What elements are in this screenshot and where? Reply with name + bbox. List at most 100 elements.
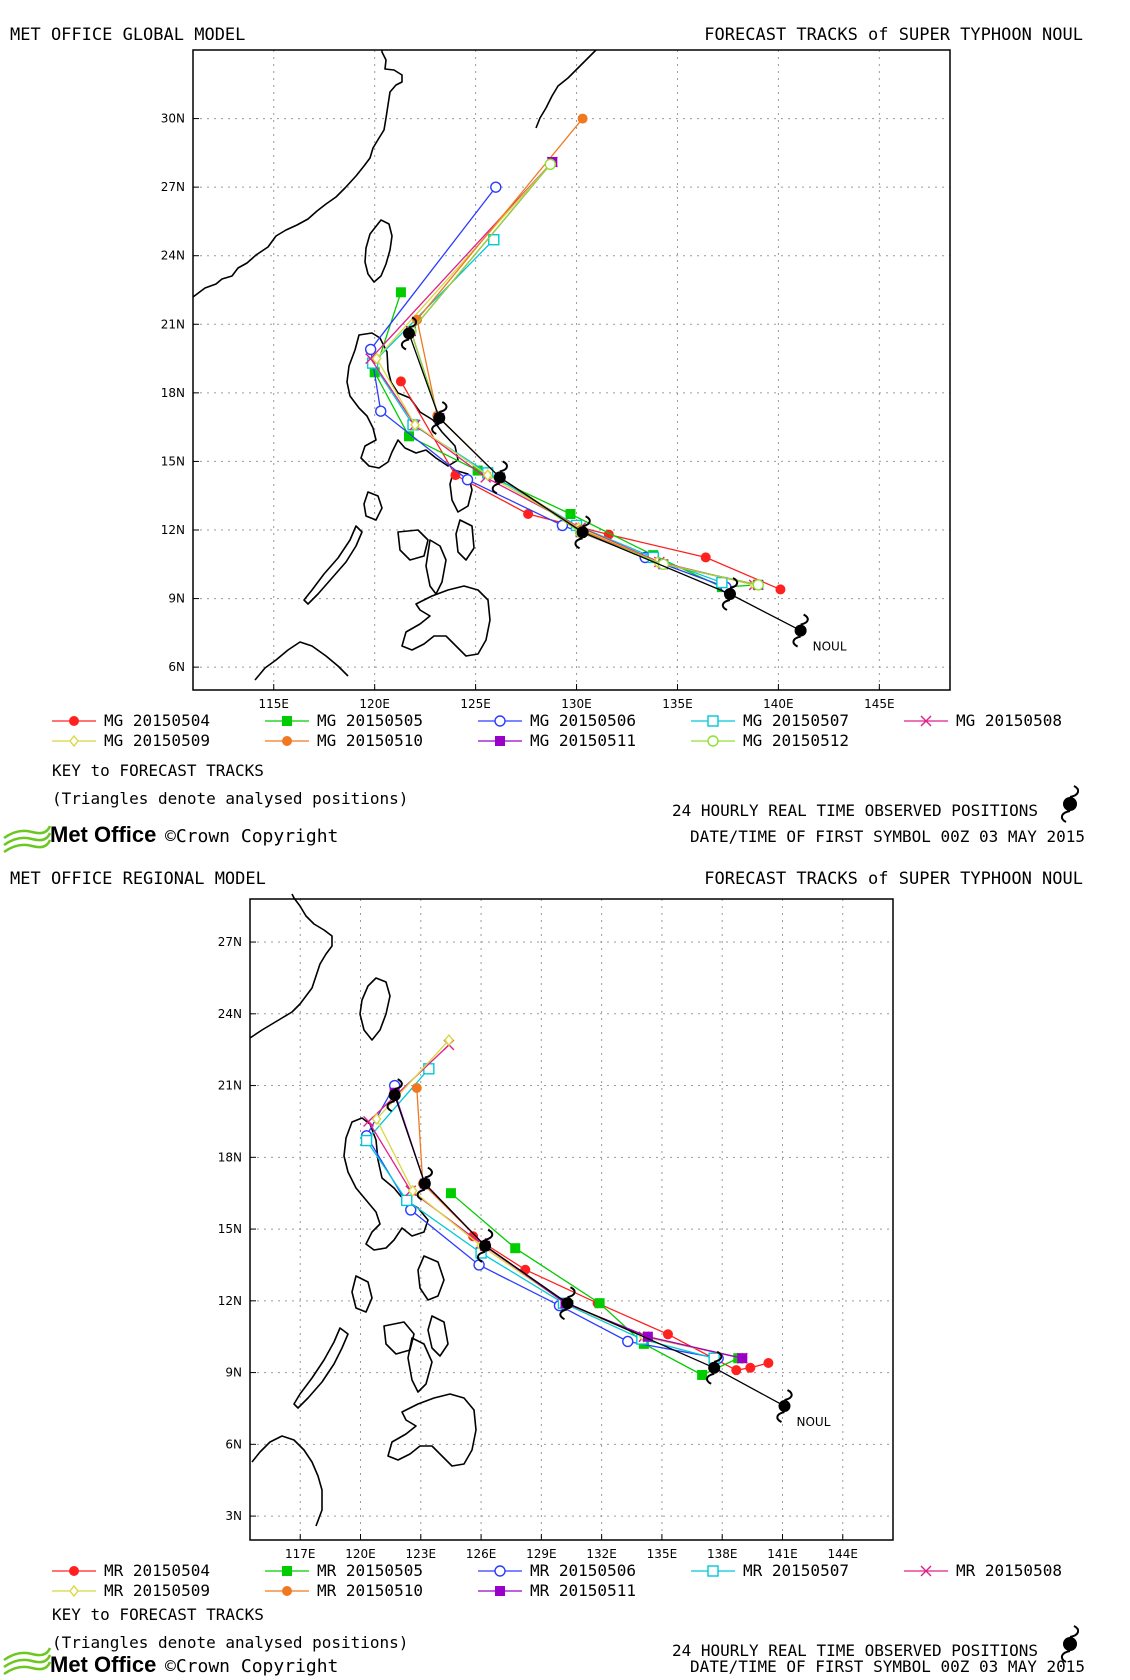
typhoon-symbol-icon <box>792 613 809 648</box>
global-met-office-wave-icon <box>3 825 52 854</box>
regional-typhoon-symbol-icon <box>1060 1625 1080 1663</box>
y-tick-label: 12N <box>161 523 185 537</box>
legend-marker <box>282 1586 292 1596</box>
observed-track-line <box>394 1094 785 1407</box>
series-mg-20150506-line <box>369 186 727 588</box>
global-key-title: KEY to FORECAST TRACKS <box>52 761 264 780</box>
legend-marker <box>707 1565 719 1577</box>
coast-taiwan <box>364 219 393 283</box>
y-tick-label: 3N <box>225 1509 242 1523</box>
y-tick-label: 30N <box>161 112 185 126</box>
legend-item: MG 20150510 <box>265 731 423 750</box>
global-key-note: (Triangles denote analysed positions) <box>52 789 408 808</box>
legend-marker <box>920 715 932 727</box>
x-tick-label: 129E <box>526 1547 557 1561</box>
legend-label: MR 20150504 <box>104 1561 210 1580</box>
series-mr-20150505 <box>445 1188 744 1380</box>
series-mg-20150510-line <box>416 118 759 586</box>
regional-grid <box>250 899 893 1540</box>
series-mr-20150509-marker <box>371 1112 382 1126</box>
legend-label: MG 20150512 <box>743 731 849 750</box>
x-tick-label: 140E <box>763 697 794 711</box>
legend-label: MG 20150507 <box>743 711 849 730</box>
global-copyright: ©Crown Copyright <box>165 826 338 847</box>
coast-mindanao <box>401 585 491 657</box>
regional-legend: MR 20150504 MR 20150505 MR 20150506 MR 2015… <box>52 1561 1062 1600</box>
typhoon-symbol-icon <box>776 1389 793 1423</box>
global-axes: 115E 120E 125E 130E 135E 140E 145E 6N 9N 12N 15N 18… <box>161 49 951 711</box>
regional-key-title: KEY to FORECAST TRACKS <box>52 1605 264 1624</box>
regional-panel: MET OFFICE REGIONAL MODEL FORECAST TRACK… <box>3 869 1085 1677</box>
y-tick-label: 18N <box>161 386 185 400</box>
regional-met-office-wave-icon <box>3 1647 52 1676</box>
series-mr-20150510 <box>411 1082 748 1364</box>
x-tick-label: 135E <box>662 697 693 711</box>
typhoon-symbol-icon <box>400 316 418 351</box>
series-mg-20150510-marker <box>412 314 423 325</box>
x-tick-label: 130E <box>561 697 592 711</box>
series-mg-20150506-marker <box>364 343 377 356</box>
y-tick-label: 9N <box>225 1366 242 1380</box>
global-obs-label: 24 HOURLY REAL TIME OBSERVED POSITIONS <box>672 801 1038 820</box>
legend-marker <box>282 716 292 726</box>
series-mr-20150505-marker <box>445 1188 456 1199</box>
regional-axes: 117E 120E 123E 126E 129E 132E 135E 138E 141E 144E… <box>218 898 894 1561</box>
regional-left-title: MET OFFICE REGIONAL MODEL <box>10 869 266 889</box>
series-mg-20150509-marker <box>410 418 420 431</box>
regional-observed-track: NOUL <box>386 1078 831 1429</box>
series-mr-20150506-marker <box>473 1259 485 1271</box>
legend-label: MR 20150507 <box>743 1561 849 1580</box>
series-mg-20150504-line <box>400 381 781 591</box>
typhoon-symbol-icon <box>721 577 739 611</box>
legend-marker <box>494 1565 506 1577</box>
series-mr-20150505-marker <box>697 1369 708 1380</box>
y-tick-label: 27N <box>161 180 185 194</box>
series-mg-20150512-marker <box>544 158 557 170</box>
series-mg-20150504-marker <box>450 470 461 481</box>
typhoon-symbol-icon <box>574 515 591 550</box>
series-mg-20150505-line <box>373 292 759 588</box>
y-tick-label: 12N <box>218 1294 242 1308</box>
series-mr-20150509-marker <box>407 1184 418 1197</box>
global-forecast-tracks <box>364 113 786 595</box>
series-mr-20150504-marker <box>731 1365 742 1376</box>
plot-frame <box>249 898 894 1541</box>
regional-right-title: FORECAST TRACKS of SUPER TYPHOON NOUL <box>704 869 1083 889</box>
series-mr-20150505-marker <box>510 1243 521 1254</box>
regional-copyright: ©Crown Copyright <box>165 1656 338 1677</box>
y-tick-label: 6N <box>168 660 185 674</box>
x-tick-label: 132E <box>586 1547 617 1561</box>
legend-label: MR 20150506 <box>530 1561 636 1580</box>
legend-item: MG 20150508 <box>904 711 1062 730</box>
series-mg-20150504-marker <box>775 584 786 595</box>
global-first-symbol: DATE/TIME OF FIRST SYMBOL 00Z 03 MAY 201… <box>690 827 1085 846</box>
coast-leyte-r <box>427 1315 449 1357</box>
series-mg-20150506-marker <box>375 405 387 417</box>
x-tick-label: 126E <box>466 1547 497 1561</box>
coast-panay <box>397 529 429 561</box>
series-mg-20150507-marker <box>488 234 500 246</box>
series-mg-20150509-marker <box>482 469 493 482</box>
storm-label: NOUL <box>796 1415 830 1429</box>
coast-palawan-r <box>293 1327 349 1409</box>
typhoon-symbol-icon <box>491 460 508 495</box>
y-tick-label: 15N <box>161 454 185 468</box>
x-tick-label: 117E <box>285 1547 316 1561</box>
coast-mindoro-r <box>351 1275 373 1313</box>
legend-item: MG 20150507 <box>691 711 849 730</box>
legend-item: MR 20150507 <box>691 1561 849 1580</box>
series-mg-20150505-marker <box>403 431 414 442</box>
coast-negros-cebu <box>425 539 447 595</box>
legend-label: MG 20150508 <box>956 711 1062 730</box>
legend-label: MR 20150509 <box>104 1581 210 1600</box>
x-tick-label: 145E <box>864 697 895 711</box>
legend-item: MG 20150509 <box>52 731 210 750</box>
y-tick-label: 24N <box>218 1007 242 1021</box>
x-tick-label: 120E <box>359 697 390 711</box>
legend-item: MR 20150511 <box>478 1581 636 1600</box>
legend-item: MR 20150508 <box>904 1561 1062 1580</box>
series-mg-20150504-marker <box>700 552 711 563</box>
legend-marker <box>920 1565 932 1577</box>
coast-mindoro <box>363 491 383 521</box>
typhoon-symbol-icon <box>559 1286 576 1321</box>
